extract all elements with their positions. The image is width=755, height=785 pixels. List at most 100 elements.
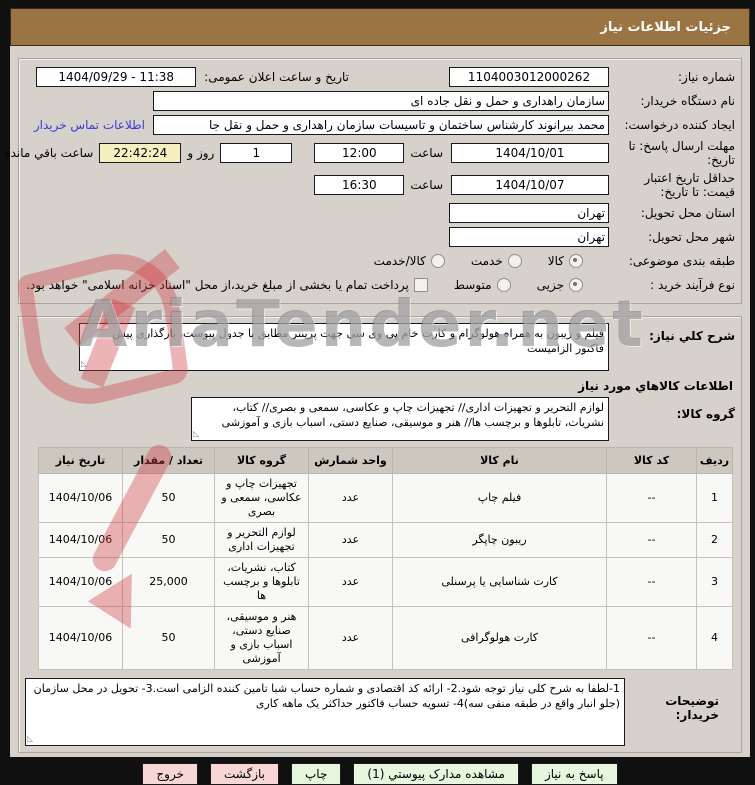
treasury-checkbox-label: پرداخت تمام یا بخشی از مبلغ خرید،از محل … <box>26 278 409 292</box>
radio-minor-icon[interactable] <box>569 278 583 292</box>
cell-need-date: 1404/10/06 <box>38 473 123 523</box>
footer-toolbar: پاسخ به نیاز مشاهده مدارک پیوستي (1) چاپ… <box>10 763 750 785</box>
price-validity-hour-label: ساعت <box>410 178 443 192</box>
classification-label: طبقه بندی موضوعی: <box>628 254 735 268</box>
cell-quantity: 50 <box>122 473 215 523</box>
table-row: 2 -- ریبون چاپگر عدد لوازم التحریر و تجه… <box>38 522 733 558</box>
print-button[interactable]: چاپ <box>291 763 342 785</box>
radio-goods-label: کالا <box>547 254 564 268</box>
creator-field[interactable]: محمد بیرانوند کارشناس ساختمان و تاسیسات … <box>153 115 609 135</box>
announce-datetime-field[interactable]: 1404/09/29 - 11:38 <box>36 67 197 87</box>
process-type-row: نوع فرآیند خرید : جزیی متوسط پرداخت تمام… <box>25 273 735 297</box>
remaining-time-badge: 22:42:24 <box>99 143 182 163</box>
remaining-days-field[interactable]: 1 <box>220 143 293 163</box>
cell-item-name: کارت هولوگرافی <box>392 606 607 670</box>
cell-row-number: 2 <box>696 522 733 558</box>
treasury-option: پرداخت تمام یا بخشی از مبلغ خرید،از محل … <box>26 278 428 292</box>
goods-section-heading: اطلاعات کالاهاي مورد نیاز <box>578 379 733 393</box>
city-row: شهر محل تحویل: تهران <box>25 225 735 249</box>
price-validity-row: حداقل تاریخ اعتبار قیمت: تا تاریخ: 1404/… <box>25 169 735 201</box>
cell-row-number: 4 <box>696 606 733 670</box>
col-header-quantity: تعداد / مقدار <box>122 447 215 474</box>
goods-table: ردیف کد کالا نام کالا واحد شمارش گروه کا… <box>38 447 733 670</box>
remaining-suffix-label: ساعت باقي مانده <box>4 146 94 160</box>
province-row: استان محل تحویل: تهران <box>25 201 735 225</box>
goods-group-row: گروه کالا: لوازم التحریر و تجهیزات اداری… <box>25 397 735 441</box>
radio-medium-icon[interactable] <box>496 278 511 292</box>
buyer-contact-link[interactable]: اطلاعات تماس خریدار <box>33 118 145 132</box>
buyer-notes-textarea[interactable]: 1-لطفا به شرح کلی نیاز توجه شود.2- ارائه… <box>25 678 625 746</box>
general-info-section: شماره نیاز: 1104003012000262 تاریخ و ساع… <box>4 58 742 304</box>
back-button[interactable]: بازگشت <box>210 763 279 785</box>
buyer-org-label: نام دستگاه خریدار: <box>640 94 736 108</box>
cell-item-code: -- <box>606 522 697 558</box>
cell-need-date: 1404/10/06 <box>38 606 123 670</box>
cell-unit: عدد <box>308 473 393 523</box>
treasury-checkbox[interactable] <box>413 278 428 292</box>
cell-item-name: فیلم چاپ <box>392 473 607 523</box>
buyer-org-field[interactable]: سازمان راهداری و حمل و نقل جاده ای <box>153 91 609 111</box>
need-description-label: شرح کلي نیاز: <box>649 329 735 343</box>
cell-item-group: کتاب، نشریات، تابلوها و برچسب ها <box>214 557 309 607</box>
cell-unit: عدد <box>308 522 393 558</box>
cell-row-number: 1 <box>696 473 733 523</box>
price-validity-time-field[interactable]: 16:30 <box>314 175 405 195</box>
view-attached-documents-button[interactable]: مشاهده مدارک پیوستي (1) <box>353 763 519 785</box>
cell-row-number: 3 <box>696 557 733 607</box>
process-option-medium: متوسط <box>454 278 511 292</box>
col-header-row-number: ردیف <box>696 447 733 474</box>
table-row: 3 -- کارت شناسایی یا پرسنلی عدد کتاب، نش… <box>38 557 733 607</box>
cell-item-code: -- <box>606 557 697 607</box>
announce-datetime-label: تاریخ و ساعت اعلان عمومی: <box>204 70 349 84</box>
province-label: استان محل تحویل: <box>640 206 735 220</box>
cell-need-date: 1404/10/06 <box>38 557 123 607</box>
goods-info-section: شرح کلي نیاز: فیلم و ریبون به همراه هولو… <box>18 316 742 753</box>
need-number-field[interactable]: 1104003012000262 <box>449 67 609 87</box>
buyer-notes-row: توضیحات خریدار: 1-لطفا به شرح کلی نیاز ت… <box>25 678 735 746</box>
table-row: 1 -- فیلم چاپ عدد تجهیزات چاپ و عکاسی، س… <box>38 473 733 523</box>
radio-minor-label: جزیی <box>536 278 564 292</box>
table-row: 4 -- کارت هولوگرافی عدد هنر و موسیقی، صن… <box>38 606 733 670</box>
cell-item-group: تجهیزات چاپ و عکاسی، سمعی و بصری <box>214 473 309 523</box>
need-number-row: شماره نیاز: 1104003012000262 تاریخ و ساع… <box>25 65 735 89</box>
radio-service-icon[interactable] <box>507 254 522 268</box>
cell-item-group: لوازم التحریر و تجهیزات اداری <box>214 522 309 558</box>
need-description-textarea[interactable]: فیلم و ریبون به همراه هولوگرام و کارت خا… <box>79 323 609 371</box>
cell-unit: عدد <box>308 557 393 607</box>
creator-row: ایجاد کننده درخواست: محمد بیرانوند کارشن… <box>25 113 735 137</box>
cell-item-name: ریبون چاپگر <box>392 522 607 558</box>
reply-deadline-date-field[interactable]: 1404/10/01 <box>451 143 609 163</box>
cell-quantity: 50 <box>122 522 215 558</box>
radio-service-label: خدمت <box>470 254 503 268</box>
exit-button[interactable]: خروج <box>142 763 198 785</box>
cell-quantity: 50 <box>122 606 215 670</box>
reply-deadline-time-field[interactable]: 12:00 <box>314 143 405 163</box>
col-header-item-code: کد کالا <box>606 447 697 474</box>
province-field[interactable]: تهران <box>449 203 609 223</box>
cell-item-code: -- <box>606 606 697 670</box>
goods-group-label: گروه کالا: <box>676 407 735 421</box>
page-title: جزئیات اطلاعات نیاز <box>10 8 750 46</box>
radio-goods-service-icon[interactable] <box>430 254 445 268</box>
radio-goods-icon[interactable] <box>569 254 583 268</box>
goods-table-header-row: ردیف کد کالا نام کالا واحد شمارش گروه کا… <box>38 447 733 474</box>
col-header-unit: واحد شمارش <box>308 447 393 474</box>
radio-goods-service-label: کالا/خدمت <box>373 254 426 268</box>
cell-item-name: کارت شناسایی یا پرسنلی <box>392 557 607 607</box>
cell-item-code: -- <box>606 473 697 523</box>
buyer-notes-label: توضیحات خریدار: <box>665 694 719 722</box>
price-validity-date-field[interactable]: 1404/10/07 <box>451 175 609 195</box>
col-header-need-date: تاریخ نیاز <box>38 447 123 474</box>
need-description-row: شرح کلي نیاز: فیلم و ریبون به همراه هولو… <box>25 323 735 371</box>
col-header-item-name: نام کالا <box>392 447 607 474</box>
city-field[interactable]: تهران <box>449 227 609 247</box>
remaining-days-label: روز و <box>187 146 215 160</box>
city-label: شهر محل تحویل: <box>648 230 735 244</box>
goods-group-textarea[interactable]: لوازم التحریر و تجهیزات اداری// تجهیزات … <box>191 397 609 441</box>
price-validity-label: حداقل تاریخ اعتبار قیمت: تا تاریخ: <box>644 171 735 199</box>
radio-medium-label: متوسط <box>453 278 492 292</box>
col-header-item-group: گروه کالا <box>214 447 309 474</box>
classification-option-goods-service: کالا/خدمت <box>374 254 445 268</box>
respond-to-need-button[interactable]: پاسخ به نیاز <box>530 763 618 785</box>
cell-unit: عدد <box>308 606 393 670</box>
